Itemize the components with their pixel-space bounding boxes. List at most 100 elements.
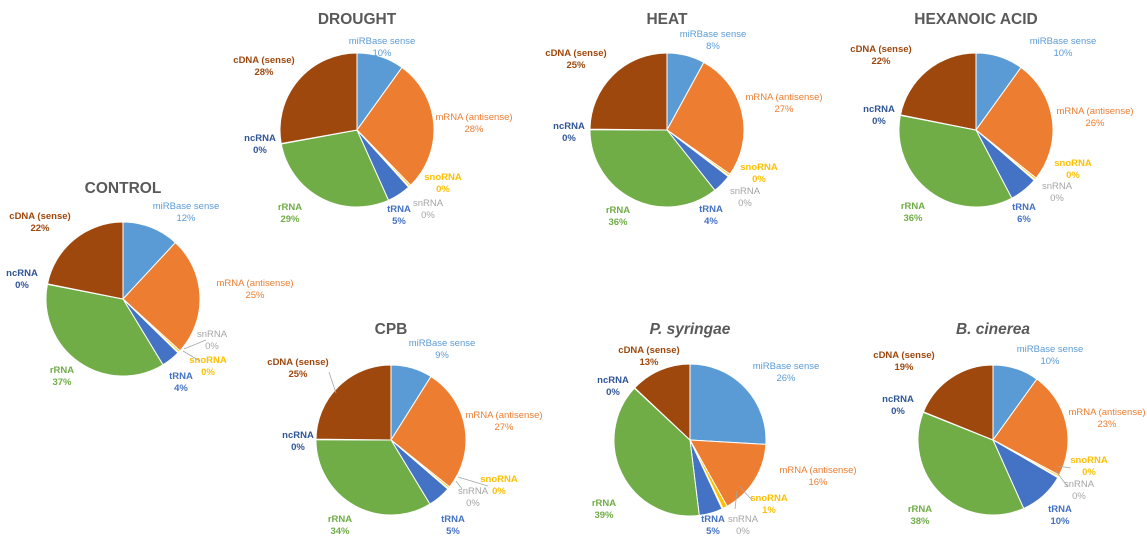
slice-label-value: 10% xyxy=(1050,516,1070,527)
slice-label-snorna: snoRNA 0% xyxy=(424,172,462,195)
slice-label-value: 19% xyxy=(894,362,914,373)
slice-label-value: 29% xyxy=(280,214,300,225)
slice-label-mirbase: miRBase sense 26% xyxy=(753,361,820,384)
slice-label-value: 0% xyxy=(752,174,766,185)
slice-label-cdna: cDNA (sense) 28% xyxy=(233,55,294,78)
slice-label-value: 0% xyxy=(891,406,905,417)
slice-label-ncrna: ncRNA 0% xyxy=(282,430,314,453)
slice-label-name: snoRNA xyxy=(424,172,462,183)
slice-label-mrna: mRNA (antisense) 26% xyxy=(1056,106,1133,129)
slice-label-name: rRNA xyxy=(592,498,616,509)
slice-label-snrna: snRNA 0% xyxy=(728,514,759,537)
slice-label-mrna: mRNA (antisense) 23% xyxy=(1068,407,1145,430)
pie-slice-mrna xyxy=(666,61,745,175)
slice-label-value: 25% xyxy=(245,290,265,301)
slice-label-value: 22% xyxy=(30,223,50,234)
slice-label-value: 5% xyxy=(706,526,720,537)
slice-label-name: miRBase sense xyxy=(349,36,416,47)
slice-label-name: mRNA (antisense) xyxy=(1056,106,1133,117)
slice-label-value: 0% xyxy=(738,198,752,209)
label-leader-line xyxy=(1056,465,1072,469)
pie-title: HEXANOIC ACID xyxy=(914,11,1037,28)
label-leader-line xyxy=(183,339,207,350)
slice-label-value: 0% xyxy=(1082,467,1096,478)
slice-label-name: snoRNA xyxy=(1070,455,1108,466)
slice-label-value: 0% xyxy=(201,367,215,378)
pie-slice-mrna xyxy=(975,66,1054,179)
pie-slice-rrna xyxy=(315,439,431,516)
slice-label-value: 8% xyxy=(706,41,720,52)
slice-label-name: rRNA xyxy=(908,504,932,515)
label-leader-line xyxy=(182,350,201,362)
pie-slice-mrna xyxy=(356,66,435,186)
slice-label-name: rRNA xyxy=(901,201,925,212)
slice-label-rrna: rRNA 34% xyxy=(328,514,352,537)
slice-label-ncrna: ncRNA 0% xyxy=(553,121,585,144)
pie-slice-mirbase xyxy=(689,363,767,445)
slice-label-snorna: snoRNA 0% xyxy=(189,355,227,378)
pie-title: P. syringae xyxy=(650,321,731,338)
slice-label-value: 0% xyxy=(205,341,219,352)
slice-label-rrna: rRNA 39% xyxy=(592,498,616,521)
slice-label-cdna: cDNA (sense) 25% xyxy=(545,48,606,71)
slice-label-name: snoRNA xyxy=(750,493,788,504)
slice-label-trna: tRNA 10% xyxy=(1048,504,1072,527)
slice-label-value: 0% xyxy=(1066,170,1080,181)
slice-label-name: ncRNA xyxy=(597,375,629,386)
slice-label-value: 22% xyxy=(871,56,891,67)
slice-label-rrna: rRNA 38% xyxy=(908,504,932,527)
slice-label-value: 26% xyxy=(776,373,796,384)
slice-label-value: 34% xyxy=(330,526,350,537)
pie-slice-cdna xyxy=(899,52,977,131)
slice-label-mirbase: miRBase sense 12% xyxy=(153,201,220,224)
slice-label-name: cDNA (sense) xyxy=(545,48,606,59)
slice-label-rrna: rRNA 29% xyxy=(278,202,302,225)
slice-label-name: cDNA (sense) xyxy=(618,345,679,356)
slice-label-cdna: cDNA (sense) 13% xyxy=(618,345,679,368)
slice-label-name: miRBase sense xyxy=(1017,344,1084,355)
slice-label-cdna: cDNA (sense) 25% xyxy=(267,357,328,380)
slice-label-name: ncRNA xyxy=(282,430,314,441)
pie-title: CPB xyxy=(375,321,408,338)
slice-label-name: miRBase sense xyxy=(753,361,820,372)
label-leader-line xyxy=(734,490,738,510)
pie-slice-cdna xyxy=(922,364,994,441)
slice-label-value: 25% xyxy=(288,369,308,380)
slice-label-name: cDNA (sense) xyxy=(267,357,328,368)
pie-title: DROUGHT xyxy=(318,11,397,28)
slice-label-name: rRNA xyxy=(328,514,352,525)
slice-label-snorna: snoRNA 0% xyxy=(740,162,778,185)
slice-label-snorna: snoRNA 0% xyxy=(1070,455,1108,478)
pie-chart-4: HEXANOIC ACID miRBase sense 10% mRNA (antis… xyxy=(850,11,1133,225)
slice-label-value: 37% xyxy=(52,377,72,388)
slice-label-name: tRNA xyxy=(387,204,411,215)
slice-label-trna: tRNA 6% xyxy=(1012,202,1036,225)
slice-label-cdna: cDNA (sense) 22% xyxy=(9,211,70,234)
slice-label-name: rRNA xyxy=(606,205,630,216)
pie-slice-cdna xyxy=(315,364,392,441)
slice-label-value: 0% xyxy=(562,133,576,144)
slice-label-mirbase: miRBase sense 9% xyxy=(409,338,476,361)
slice-label-mirbase: miRBase sense 10% xyxy=(1030,36,1097,59)
slice-label-value: 23% xyxy=(1097,419,1117,430)
slice-label-name: snoRNA xyxy=(1054,158,1092,169)
slice-label-value: 16% xyxy=(808,477,828,488)
slice-label-name: miRBase sense xyxy=(680,29,747,40)
slice-label-value: 28% xyxy=(254,67,274,78)
slice-label-name: cDNA (sense) xyxy=(873,350,934,361)
slice-label-snrna: snRNA 0% xyxy=(1064,479,1095,502)
slice-label-name: snoRNA xyxy=(480,474,518,485)
slice-label-ncrna: ncRNA 0% xyxy=(882,394,914,417)
slice-label-snrna: snRNA 0% xyxy=(1042,181,1073,204)
slice-label-ncrna: ncRNA 0% xyxy=(597,375,629,398)
slice-label-value: 0% xyxy=(492,486,506,497)
label-leader-line xyxy=(457,476,489,487)
slice-label-name: snRNA xyxy=(728,514,759,525)
slice-label-name: ncRNA xyxy=(863,104,895,115)
slice-label-value: 0% xyxy=(15,280,29,291)
label-leader-line xyxy=(1054,469,1069,488)
